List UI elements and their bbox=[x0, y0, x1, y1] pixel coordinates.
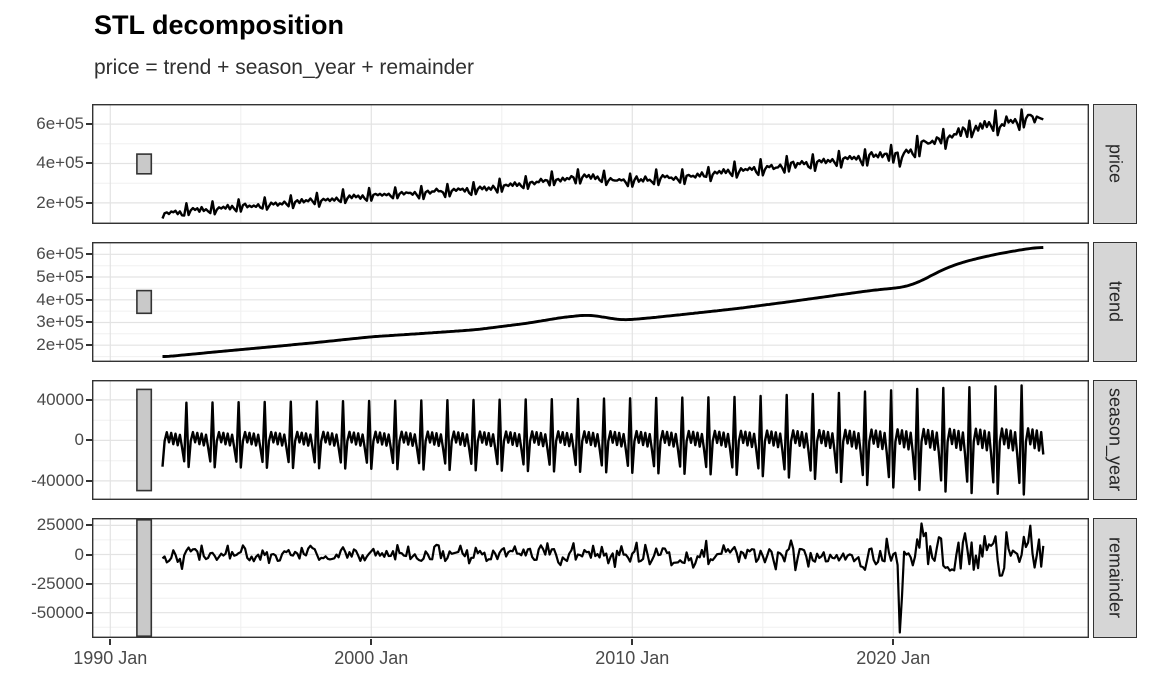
y-tick-mark bbox=[86, 553, 92, 556]
y-tick-label: -25000 bbox=[31, 573, 84, 593]
facet-row-season-year: season_year bbox=[0, 380, 1152, 500]
series-line bbox=[162, 246, 1044, 358]
y-tick-mark bbox=[86, 582, 92, 585]
y-tick-label: -40000 bbox=[31, 470, 84, 490]
y-tick-label: 2e+05 bbox=[36, 335, 84, 355]
y-tick-mark bbox=[86, 344, 92, 347]
facet-strip-label: price bbox=[1105, 144, 1126, 184]
gridlines-major bbox=[92, 518, 1089, 638]
gridlines-major bbox=[92, 242, 1089, 362]
y-tick-label: 4e+05 bbox=[36, 289, 84, 309]
chart-subtitle: price = trend + season_year + remainder bbox=[94, 56, 474, 79]
x-tick-mark bbox=[631, 639, 634, 645]
y-tick-mark bbox=[86, 321, 92, 324]
scale-bar bbox=[136, 289, 153, 315]
facet-row-remainder: remainder bbox=[0, 518, 1152, 638]
gridlines-major bbox=[92, 104, 1089, 224]
y-tick-label: 0 bbox=[74, 430, 84, 450]
facet-strip-remainder: remainder bbox=[1093, 518, 1137, 638]
facet-strip-label: season_year bbox=[1105, 388, 1126, 492]
y-tick-label: 6e+05 bbox=[36, 244, 84, 264]
y-tick-label: 40000 bbox=[36, 389, 84, 409]
panel-trend bbox=[92, 242, 1089, 362]
scale-bar bbox=[136, 153, 153, 175]
series-line bbox=[161, 522, 1045, 634]
facet-strip-label: trend bbox=[1105, 281, 1126, 323]
facet-row-trend: trend bbox=[0, 242, 1152, 362]
y-tick-label: -50000 bbox=[31, 602, 84, 622]
x-tick-label: 2020 Jan bbox=[856, 648, 931, 668]
y-tick-mark bbox=[86, 611, 92, 614]
x-tick-mark bbox=[109, 639, 112, 645]
facet-strip-season-year: season_year bbox=[1093, 380, 1137, 500]
chart-title: STL decomposition bbox=[94, 10, 345, 40]
y-tick-label: 4e+05 bbox=[36, 153, 84, 173]
y-tick-label: 0 bbox=[74, 544, 84, 564]
y-tick-mark bbox=[86, 276, 92, 279]
y-tick-label: 6e+05 bbox=[36, 114, 84, 134]
panel-remainder bbox=[92, 518, 1089, 638]
gridlines-minor bbox=[92, 242, 1089, 362]
y-tick-label: 5e+05 bbox=[36, 267, 84, 287]
facet-strip-price: price bbox=[1093, 104, 1137, 224]
y-tick-label: 2e+05 bbox=[36, 192, 84, 212]
y-tick-label: 25000 bbox=[36, 515, 84, 535]
y-tick-mark bbox=[86, 162, 92, 165]
x-tick-mark bbox=[370, 639, 373, 645]
series-line bbox=[161, 108, 1044, 219]
x-tick-label: 2000 Jan bbox=[334, 648, 409, 668]
y-tick-mark bbox=[86, 298, 92, 301]
series-line bbox=[161, 384, 1045, 496]
x-tick-label: 1990 Jan bbox=[73, 648, 148, 668]
scale-bar bbox=[136, 388, 153, 492]
y-tick-mark bbox=[86, 201, 92, 204]
panel-border bbox=[92, 518, 1089, 638]
panel-border bbox=[92, 380, 1089, 500]
gridlines-minor bbox=[92, 518, 1089, 638]
x-tick-label: 2010 Jan bbox=[595, 648, 670, 668]
panel-season-year bbox=[92, 380, 1089, 500]
y-tick-mark bbox=[86, 398, 92, 401]
panel-border bbox=[92, 242, 1089, 362]
facet-row-price: price bbox=[0, 104, 1152, 224]
facet-strip-trend: trend bbox=[1093, 242, 1137, 362]
panel-border bbox=[92, 104, 1089, 224]
scale-bar bbox=[136, 518, 153, 638]
y-tick-label: 3e+05 bbox=[36, 312, 84, 332]
panel-price bbox=[92, 104, 1089, 224]
facet-strip-label: remainder bbox=[1105, 537, 1126, 619]
y-tick-mark bbox=[86, 439, 92, 442]
y-tick-mark bbox=[86, 253, 92, 256]
y-tick-mark bbox=[86, 123, 92, 126]
y-tick-mark bbox=[86, 479, 92, 482]
x-tick-mark bbox=[892, 639, 895, 645]
y-tick-mark bbox=[86, 524, 92, 527]
